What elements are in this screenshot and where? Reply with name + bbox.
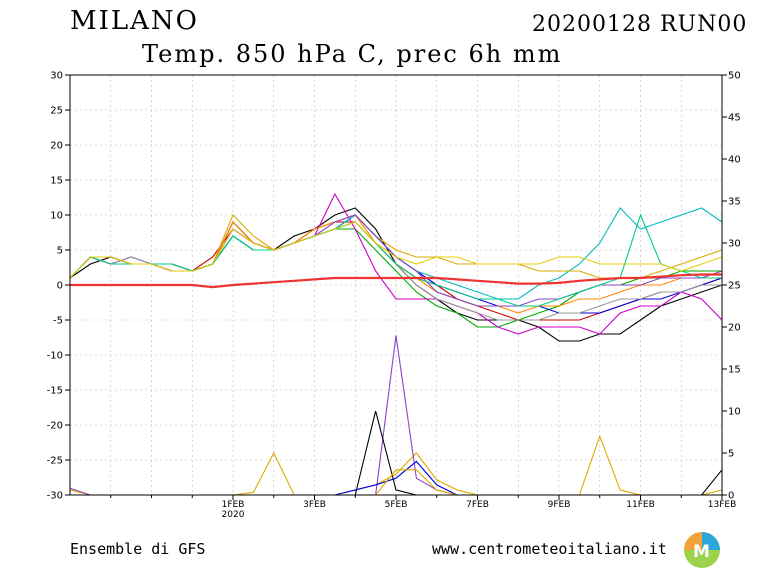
temperature-member-line: [69, 221, 723, 279]
site-logo: M: [684, 532, 720, 568]
temperature-layer: [69, 192, 723, 342]
y-left-tick-label: -15: [47, 386, 63, 397]
precipitation-series-line: [70, 410, 723, 496]
y-right-tick-label: 50: [728, 71, 741, 82]
x-tick-label: 9FEB: [548, 500, 571, 510]
x-tick-label: 3FEB: [303, 500, 326, 510]
y-left-tick-label: -30: [47, 491, 63, 502]
y-left-tick-label: 30: [50, 71, 63, 82]
x-tick-label: 7FEB: [466, 500, 489, 510]
y-right-tick-label: 0: [728, 491, 734, 502]
y-right-tick-label: 15: [728, 365, 741, 376]
y-left-tick-label: -5: [53, 316, 63, 327]
y-right-tick-label: 30: [728, 239, 741, 250]
svg-text:M: M: [693, 542, 710, 562]
y-left-tick-label: -25: [47, 456, 63, 467]
footer-model-label: Ensemble di GFS: [70, 540, 206, 558]
y-left-tick-label: 20: [50, 141, 63, 152]
y-left-tick-label: 25: [50, 106, 63, 117]
chart-subtitle: Temp. 850 hPa C, prec 6h mm: [142, 40, 563, 68]
y-right-tick-label: 35: [728, 197, 741, 208]
y-right-tick-label: 25: [728, 281, 741, 292]
x-tick-label: 1FEB: [222, 500, 245, 510]
y-right-tick-label: 5: [728, 449, 734, 460]
y-left-tick-label: 5: [57, 246, 63, 257]
mean-temperature-line: [70, 273, 722, 289]
y-left-tick-label: -20: [47, 421, 63, 432]
x-tick-label: 13FEB: [708, 500, 737, 510]
y-right-tick-label: 10: [728, 407, 741, 418]
y-right-tick-label: 40: [728, 155, 741, 166]
city-name: MILANO: [70, 6, 199, 36]
axis-layer: 302520151050-5-10-15-20-25-3050454035302…: [47, 71, 741, 521]
y-right-tick-label: 20: [728, 323, 741, 334]
y-right-tick-label: 45: [728, 113, 741, 124]
y-left-tick-label: -10: [47, 351, 63, 362]
y-left-tick-label: 0: [57, 281, 63, 292]
x-tick-label: 5FEB: [385, 500, 408, 510]
footer-website-link[interactable]: www.centrometeoitaliano.it: [432, 540, 667, 558]
y-left-tick-label: 10: [50, 211, 63, 222]
x-tick-label: 11FEB: [626, 500, 655, 510]
y-left-tick-label: 15: [50, 176, 63, 187]
x-tick-sublabel: 2020: [222, 510, 245, 520]
temperature-member-line: [69, 213, 722, 307]
run-label: 20200128 RUN00: [532, 12, 748, 37]
